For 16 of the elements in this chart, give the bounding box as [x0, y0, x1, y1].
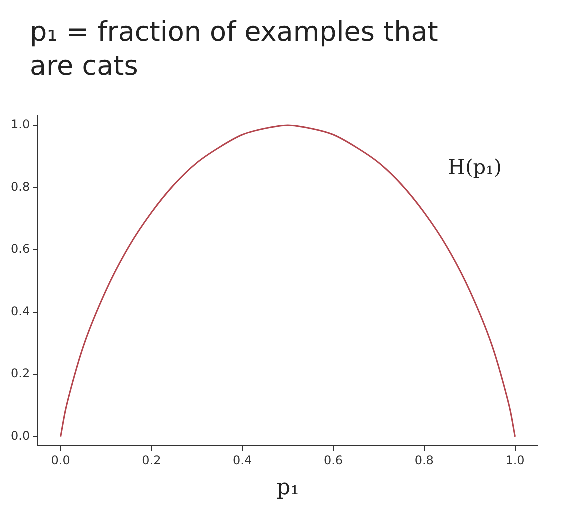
x-axis-title: p₁	[276, 476, 300, 501]
x-tick-label: 0.6	[324, 454, 344, 468]
y-tick-label: 0.8	[10, 180, 30, 194]
chart-title: p₁ = fraction of examples that are cats	[29, 16, 440, 84]
x-tick-label: 0.0	[51, 454, 70, 468]
annotation: H(p₁)	[448, 155, 502, 180]
x-tick-label: 0.4	[233, 454, 252, 468]
y-tick-label: 1.0	[10, 118, 30, 132]
x-tick-label: 1.0	[506, 454, 525, 468]
y-tick-label: 0.2	[10, 366, 30, 381]
x-tick-label: 0.2	[142, 454, 162, 468]
y-tick-label: 0.4	[10, 304, 30, 318]
line-series	[60, 124, 516, 438]
x-tick-label: 0.8	[414, 454, 434, 468]
y-tick-label: 0.0	[10, 428, 30, 443]
y-tick-label: 0.6	[10, 242, 30, 256]
